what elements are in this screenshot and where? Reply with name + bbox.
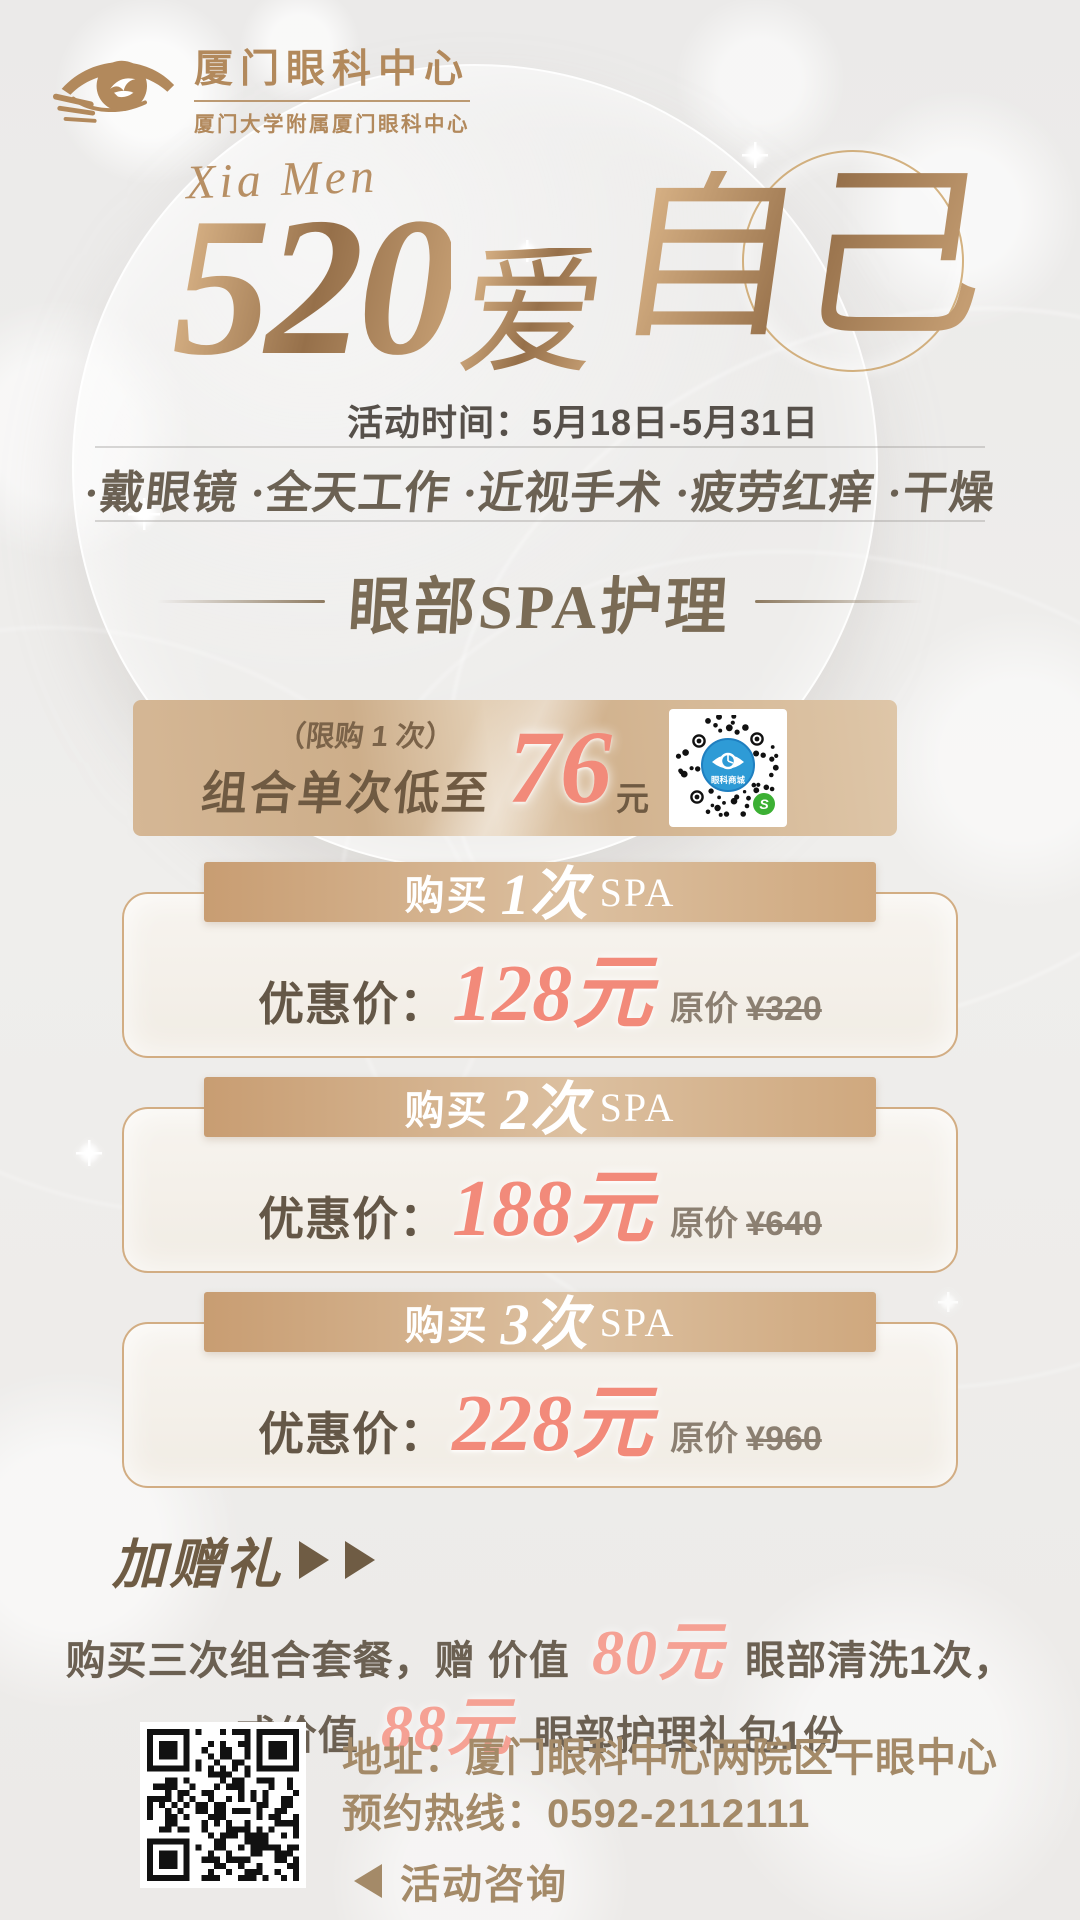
brand-name: 厦门眼科中心 [194, 48, 471, 91]
heading-dash-left [157, 599, 326, 603]
original-price-label: 原价 [670, 990, 739, 1028]
gift-line-1: 购买三次组合套餐，赠 价值 80元 眼部清洗1次， [0, 1621, 1080, 1686]
offer-banner: （限购 1 次） 组合单次低至 76 元 眼科商城 S [133, 700, 897, 836]
discount-price: 228元 [452, 1380, 653, 1468]
sparkle-icon [516, 240, 538, 262]
svg-text:S: S [759, 796, 769, 812]
offer-label: 组合单次低至 [198, 767, 493, 819]
campaign-period: 活动时间：5月18日-5月31日 [346, 402, 820, 443]
original-price-label: 原价 [670, 1420, 739, 1458]
section-title: 眼部SPA护理 [346, 574, 733, 642]
discount-price: 128元 [452, 950, 653, 1038]
gift-heading: 加赠礼 [112, 1535, 283, 1595]
original-price: ¥320 [746, 990, 822, 1028]
section-heading: 眼部SPA护理 [0, 556, 1080, 646]
clinic-logo-eye-icon [52, 40, 178, 135]
card-buy-label: 购买 [404, 874, 489, 918]
price-label: 优惠价： [258, 1408, 447, 1460]
sparkle-icon [742, 142, 768, 168]
card-spa-label: SPA [599, 1084, 676, 1130]
card-buy-label: 购买 [404, 1089, 489, 1133]
gift-line2-price: 88元 [380, 1692, 512, 1763]
symptom-tags-text: ·戴眼镜 ·全天工作 ·近视手术 ·疲劳红痒 ·干燥 [81, 468, 998, 518]
offer-limit-note: （限购 1 次） [274, 721, 456, 753]
hero-title-self: 自己 [601, 152, 999, 362]
package-card-list: 购买 1次 SPA 优惠价： 128元 原价 ¥320 购买 2次 SPA [122, 862, 958, 1507]
price-label: 优惠价： [258, 1193, 447, 1245]
svg-text:眼科商城: 眼科商城 [711, 775, 746, 785]
offer-price-unit: 元 [616, 780, 649, 817]
footer-contact: 地址：厦门眼科中心两院区干眼中心 预约热线：0592-2112111 活动咨询 [140, 1722, 998, 1910]
divider-line [95, 446, 985, 448]
package-card-2: 购买 2次 SPA 优惠价： 188元 原价 ¥640 [122, 1077, 958, 1273]
card-count: 2次 [500, 1077, 588, 1142]
sparkle-icon [938, 1292, 958, 1312]
symptom-tags-row: ·戴眼镜 ·全天工作 ·近视手术 ·疲劳红痒 ·干燥 [0, 446, 1080, 522]
divider-line [95, 520, 985, 522]
package-card-1: 购买 1次 SPA 优惠价： 128元 原价 ¥320 [122, 862, 958, 1058]
address-text: 地址：厦门眼科中心两院区干眼中心 [342, 1736, 998, 1780]
package-card-header: 购买 1次 SPA [204, 862, 876, 927]
heading-dash-right [754, 599, 923, 603]
gift-line-2: 或价值 88元 眼部护理礼包1份 [0, 1696, 1080, 1761]
price-label: 优惠价： [258, 978, 447, 1030]
arrow-right-icon [345, 1540, 375, 1579]
sparkle-icon [128, 498, 160, 530]
hero-title: 520 爱 自己 [172, 152, 999, 396]
gift-line1-text: 购买三次组合套餐，赠 价值 [65, 1639, 570, 1683]
card-count: 3次 [500, 1292, 588, 1357]
package-card-3: 购买 3次 SPA 优惠价： 228元 原价 ¥960 [122, 1292, 958, 1488]
card-spa-label: SPA [599, 869, 676, 915]
gift-heading-row: 加赠礼 [112, 1520, 1080, 1599]
original-price: ¥960 [746, 1420, 822, 1458]
sparkle-icon [76, 1140, 102, 1166]
package-card-header: 购买 2次 SPA [204, 1077, 876, 1142]
card-buy-label: 购买 [404, 1304, 489, 1348]
consult-label: 活动咨询 [400, 1863, 568, 1907]
hero-title-520: 520 [172, 177, 457, 396]
card-count: 1次 [500, 862, 588, 927]
gift-line1-text: 眼部清洗1次， [745, 1639, 1015, 1683]
arrow-right-icon [299, 1540, 329, 1579]
footer-qr-code [140, 1722, 306, 1888]
brand-subtitle: 厦门大学附属厦门眼科中心 [194, 113, 470, 136]
consult-row: 活动咨询 [354, 1852, 998, 1910]
card-spa-label: SPA [599, 1299, 676, 1345]
hero-title-love: 爱 [449, 233, 615, 392]
gift-section: 加赠礼 购买三次组合套餐，赠 价值 80元 眼部清洗1次， 或价值 88元 眼部… [0, 1520, 1080, 1761]
package-card-header: 购买 3次 SPA [204, 1292, 876, 1357]
original-price-label: 原价 [670, 1205, 739, 1243]
ring-decoration [742, 150, 964, 372]
original-price: ¥640 [746, 1205, 822, 1243]
gift-line1-price: 80元 [591, 1617, 723, 1688]
offer-price: 76 [508, 710, 612, 825]
brand-divider [194, 100, 471, 102]
discount-price: 188元 [452, 1165, 653, 1253]
miniprogram-qr-code: 眼科商城 S [669, 709, 787, 827]
hotline-text: 预约热线：0592-2112111 [342, 1792, 811, 1836]
arrow-left-icon [354, 1864, 382, 1898]
brand-header: 厦门眼科中心 厦门大学附属厦门眼科中心 [52, 38, 471, 137]
gift-line2-text: 眼部护理礼包1份 [534, 1714, 845, 1758]
